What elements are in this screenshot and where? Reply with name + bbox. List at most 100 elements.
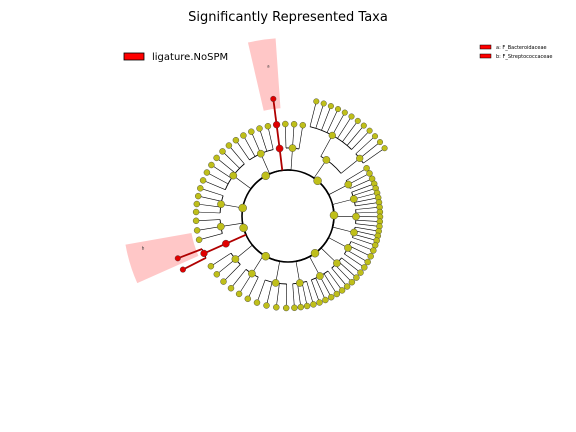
clade-edge: [275, 124, 281, 149]
taxon-node: [348, 113, 355, 120]
taxon-node: [329, 210, 339, 220]
clade-edge: [256, 279, 266, 303]
clade-edge: [337, 116, 352, 139]
taxon-node: [222, 239, 230, 248]
taxon-node: [350, 228, 358, 237]
taxon-node: [377, 139, 384, 146]
highlight-key-a: a: [267, 64, 270, 69]
clade-edge: [334, 264, 353, 283]
taxon-node: [195, 236, 203, 244]
taxon-node: [208, 161, 215, 169]
clade-edge: [272, 98, 278, 125]
taxon-node: [256, 149, 265, 158]
taxon-node: [360, 122, 367, 129]
clade-edge: [363, 147, 385, 164]
clade-edge: [285, 283, 287, 309]
taxon-node: [313, 98, 320, 105]
taxon-node: [229, 171, 238, 180]
taxon-node: [271, 279, 280, 287]
clade-edge: [359, 141, 381, 159]
taxon-node: [338, 287, 346, 294]
clade-edge: [350, 178, 373, 189]
taxon-node: [303, 302, 311, 310]
clade-edge: [342, 120, 359, 142]
taxon-node: [232, 136, 240, 144]
clade-edge: [345, 167, 367, 181]
clade-edge: [200, 188, 224, 196]
taxon-node: [194, 192, 202, 200]
taxon-node: [199, 177, 207, 184]
clade-edge: [211, 164, 232, 179]
highlight-wedge: [247, 38, 281, 111]
clade-edge: [355, 226, 379, 232]
clade-edge: [315, 103, 324, 129]
clade-edge: [238, 273, 253, 295]
clade-edge: [223, 264, 241, 282]
clade-edge: [267, 126, 274, 150]
clade-edge: [259, 128, 268, 152]
taxon-node: [364, 258, 371, 266]
taxon-node: [263, 302, 270, 309]
taxon-node: [367, 253, 374, 260]
taxon-node: [363, 164, 370, 172]
clade-edge: [297, 283, 302, 308]
clade-edge: [228, 145, 245, 165]
clade-edge: [332, 112, 346, 136]
taxon-node: [366, 127, 373, 134]
clade-edge: [321, 105, 332, 131]
clade-arc: [320, 156, 342, 174]
clade-arc: [295, 237, 330, 263]
taxon-node: [290, 120, 298, 128]
taxon-node: [282, 120, 289, 128]
taxon-node: [328, 294, 335, 301]
taxon-node: [239, 223, 248, 233]
taxon-node: [341, 109, 348, 116]
taxon-node: [261, 171, 270, 181]
taxon-node: [310, 301, 317, 308]
clade-edge: [197, 226, 221, 231]
clade-edge: [352, 237, 376, 246]
clade-edge: [355, 202, 380, 207]
taxon-node: [291, 304, 298, 311]
taxon-node: [200, 249, 208, 258]
taxon-node: [227, 285, 235, 292]
clade-edge: [243, 135, 256, 157]
clade-edge: [311, 279, 320, 303]
taxon-node: [333, 259, 341, 268]
taxon-node: [248, 269, 256, 278]
taxon-node: [273, 304, 280, 311]
taxon-node: [235, 290, 243, 298]
taxon-node: [275, 144, 284, 153]
taxon-node: [322, 156, 331, 164]
clade-edge: [230, 269, 247, 289]
taxon-node: [273, 121, 281, 129]
clade-edge: [323, 273, 338, 295]
clade-edge: [206, 172, 229, 185]
clade-edge: [198, 195, 222, 202]
clade-edge: [292, 124, 295, 149]
taxon-node: [372, 133, 379, 140]
clade-edge: [355, 211, 380, 214]
taxon-node: [203, 169, 211, 176]
taxon-node: [372, 241, 379, 249]
taxon-node: [256, 125, 263, 132]
taxon-node: [225, 142, 233, 149]
highlight-labels: ab: [142, 64, 270, 251]
clade-edge: [196, 219, 221, 222]
class-legend-swatch: [123, 52, 145, 61]
taxon-node: [356, 154, 364, 163]
taxon-node: [207, 263, 215, 270]
clade-edge: [355, 135, 376, 155]
chart-title: Significantly Represented Taxa: [188, 10, 388, 25]
taxon-node: [174, 255, 181, 262]
clade-edge: [319, 275, 332, 298]
taxon-node: [354, 117, 361, 124]
taxon-node: [333, 290, 340, 298]
clade-arc: [250, 169, 292, 190]
taxon-node: [244, 295, 252, 302]
taxon-node: [299, 121, 306, 129]
taxon-node: [261, 252, 270, 261]
clade-edge: [353, 233, 377, 241]
clade-edge: [348, 245, 371, 257]
